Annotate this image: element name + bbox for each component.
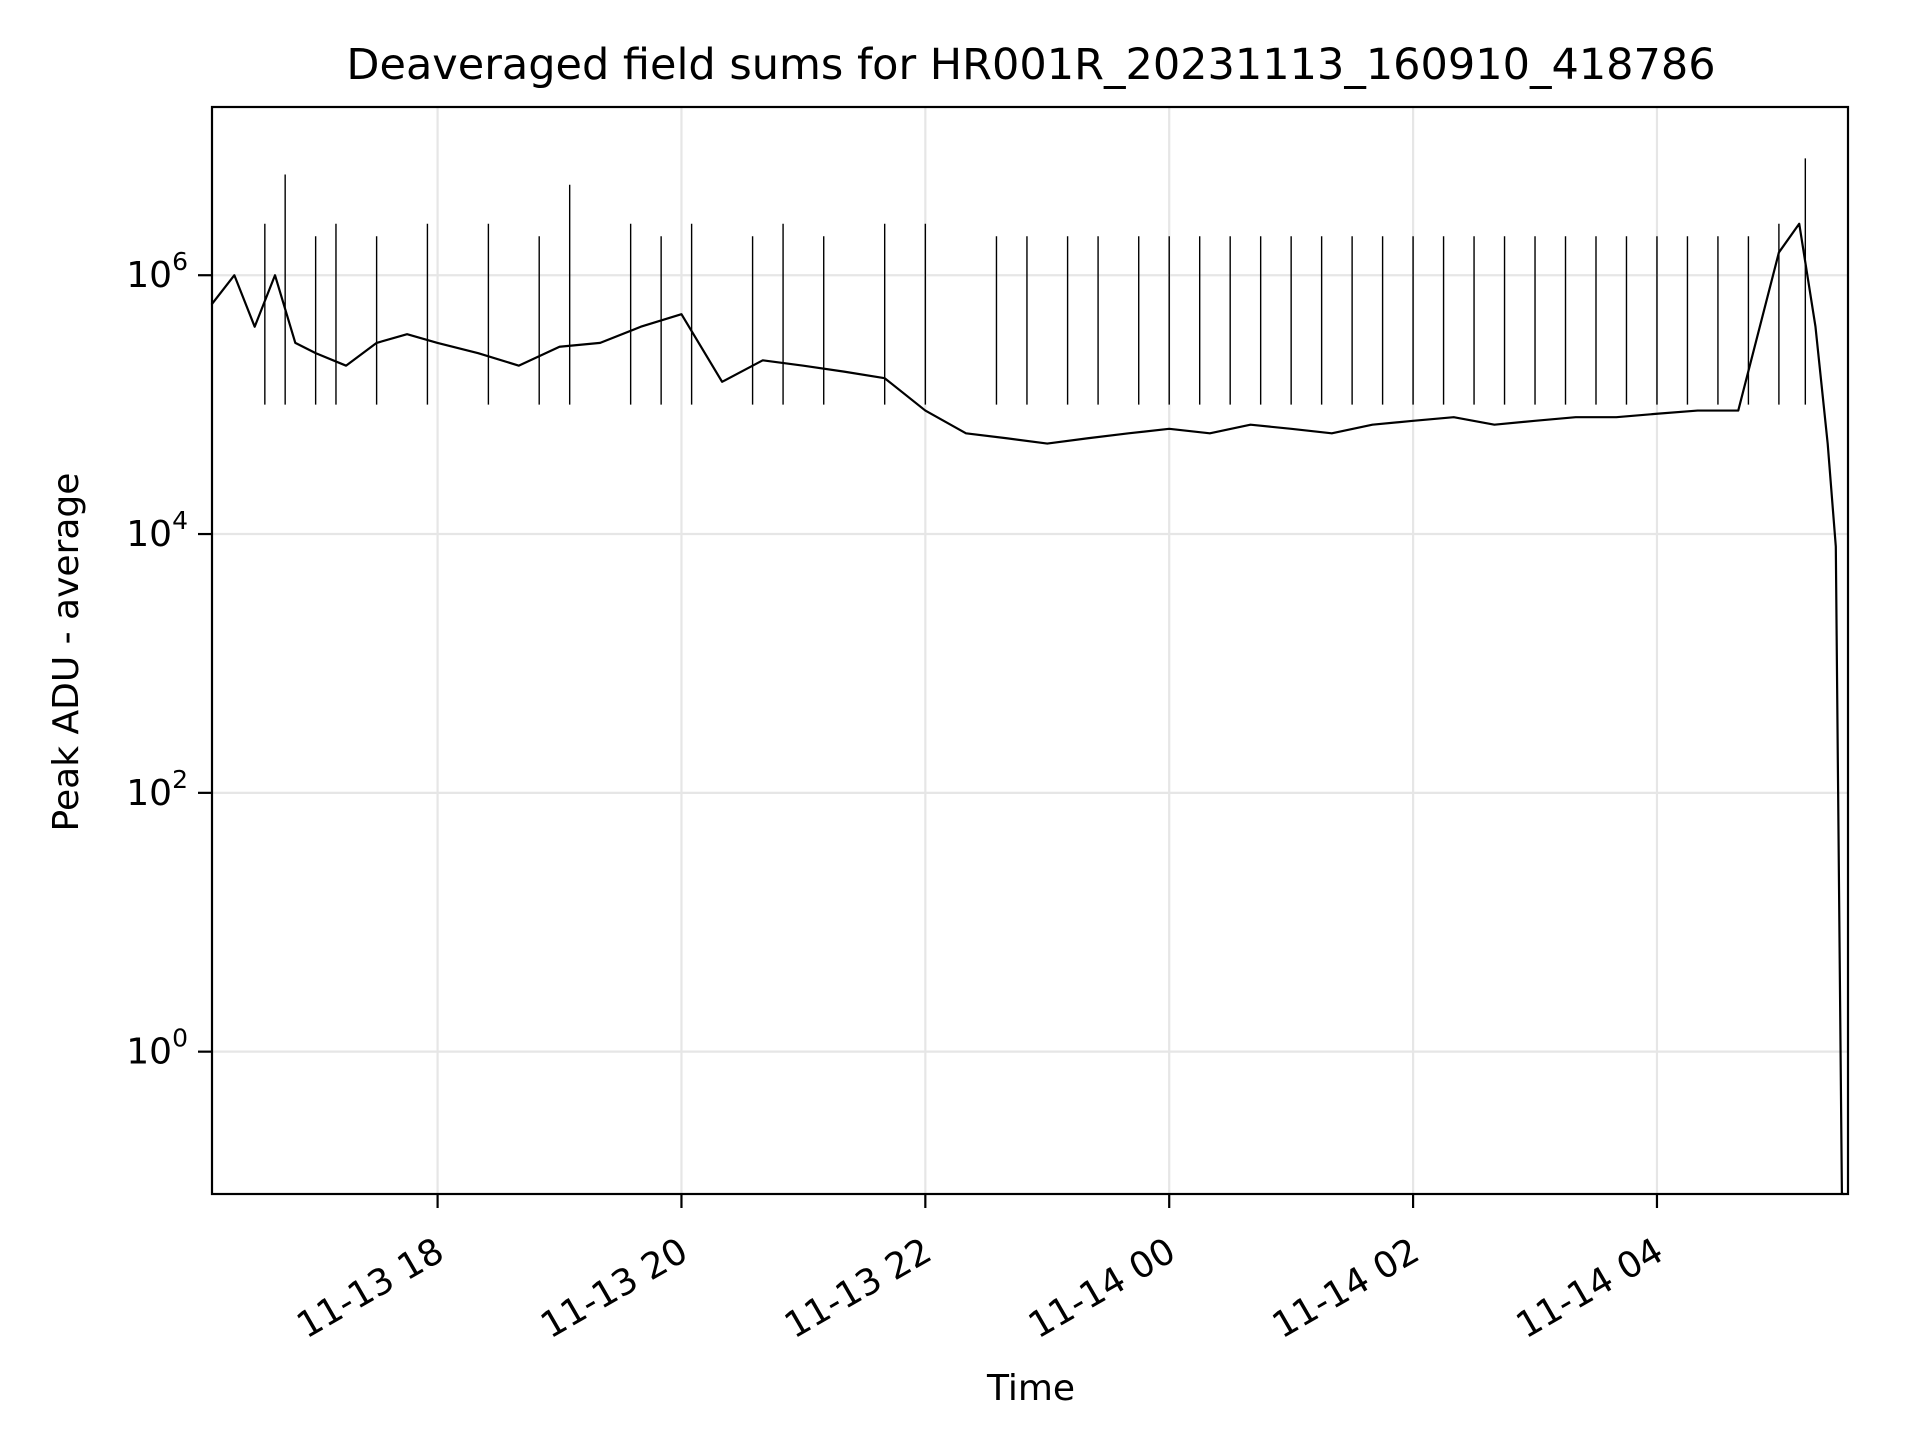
y-tick-label: 102: [126, 765, 188, 814]
y-tick-base: 10: [126, 1032, 172, 1073]
y-tick-label: 104: [126, 506, 188, 555]
y-tick-label: 100: [126, 1024, 188, 1073]
y-tick-label: 106: [126, 247, 188, 296]
y-axis-label: Peak ADU - average: [46, 473, 87, 832]
x-axis-label: Time: [986, 1368, 1075, 1409]
y-tick-base: 10: [126, 773, 172, 814]
y-tick-exponent: 2: [172, 765, 188, 794]
y-tick-base: 10: [126, 255, 172, 296]
y-tick-exponent: 6: [172, 247, 188, 276]
spike-lines: [264, 158, 1807, 405]
series-layer: [210, 222, 1846, 1196]
y-tick-base: 10: [126, 514, 172, 555]
y-tick-exponent: 4: [172, 506, 188, 535]
chart-title: Deaveraged field sums for HR001R_2023111…: [346, 40, 1715, 90]
series-line-0: [210, 222, 1846, 1196]
plot-frame: [210, 105, 1850, 1196]
y-tick-exponent: 0: [172, 1024, 188, 1053]
